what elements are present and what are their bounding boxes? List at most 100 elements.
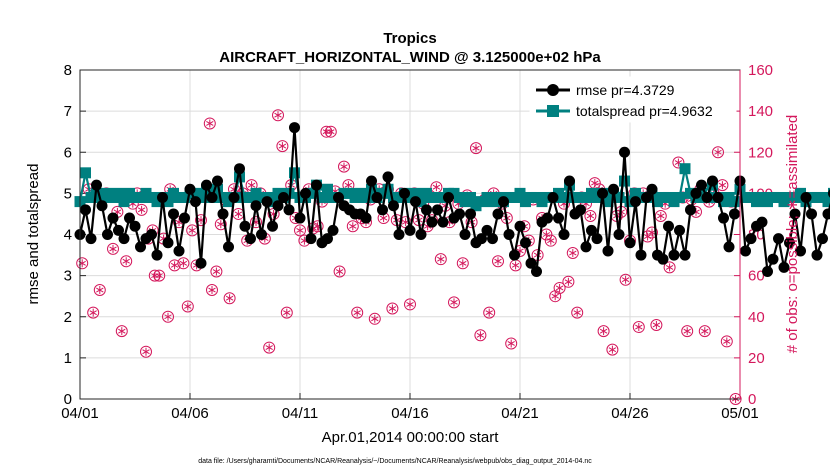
y-tick-label: 3	[64, 268, 72, 285]
rmse-point	[85, 233, 97, 245]
obs-possible-marker	[280, 306, 293, 319]
obs-possible-marker	[76, 257, 89, 270]
obs-assimilated-marker	[718, 181, 727, 190]
asterisk-stroke	[621, 277, 630, 283]
obs-assimilated-marker	[234, 209, 243, 218]
totalspread-point	[382, 183, 394, 195]
obs-assimilated-marker	[551, 292, 559, 301]
rmse-point	[597, 187, 608, 199]
rmse-point	[575, 204, 586, 216]
asterisk-stroke	[573, 310, 581, 316]
asterisk-stroke	[388, 306, 397, 311]
obs-possible-marker	[505, 337, 518, 350]
obs-assimilated-marker	[511, 261, 520, 270]
asterisk-stroke	[423, 223, 432, 229]
obs-possible-marker	[140, 345, 152, 358]
rmse-point	[421, 204, 432, 216]
rmse-point	[393, 229, 405, 240]
legend-box	[529, 76, 737, 123]
obs-assimilated-marker	[459, 259, 467, 268]
asterisk-stroke	[247, 182, 256, 188]
obs-assimilated-marker	[225, 294, 234, 303]
obs-possible-marker	[272, 109, 284, 122]
totalspread-point	[619, 175, 630, 187]
rmse-point	[278, 191, 289, 203]
obs-possible-marker	[162, 310, 174, 323]
obs-assimilated-marker	[184, 302, 192, 311]
rmse-point	[311, 179, 322, 191]
obs-possible-marker	[553, 281, 566, 294]
rmse-point	[256, 229, 267, 240]
obs-possible-marker	[448, 296, 460, 309]
rmse-point	[454, 208, 465, 220]
rmse-point	[465, 208, 476, 220]
obs-possible-marker	[346, 220, 359, 233]
obs-assimilated-marker	[179, 259, 188, 268]
asterisk-stroke	[278, 143, 287, 149]
obs-possible-marker	[276, 140, 289, 153]
rmse-point	[377, 204, 388, 216]
totalspread-point	[113, 187, 124, 199]
obs-possible-marker	[712, 146, 724, 159]
obs-assimilated-marker	[96, 286, 104, 295]
rmse-point	[201, 179, 212, 191]
asterisk-stroke	[155, 273, 163, 279]
obs-assimilated-marker	[335, 267, 344, 276]
obs-possible-marker	[206, 284, 218, 297]
obs-possible-marker	[93, 284, 106, 297]
y-tick-label: 1	[64, 350, 72, 367]
y2-tick-label: 20	[748, 350, 765, 367]
asterisk-stroke	[472, 145, 480, 151]
rmse-point	[558, 229, 570, 240]
totalspread-point	[316, 191, 328, 203]
asterisk-stroke	[511, 262, 520, 268]
rmse-point	[322, 233, 333, 245]
rmse-point	[476, 233, 487, 245]
y-tick-label: 8	[64, 62, 72, 79]
rmse-point	[96, 200, 108, 212]
rmse-point	[800, 191, 812, 203]
rmse-point	[492, 208, 504, 220]
obs-possible-marker	[566, 247, 579, 260]
rmse-point	[437, 216, 449, 228]
obs-assimilated-marker	[432, 183, 441, 192]
asterisk-stroke	[450, 299, 458, 305]
rmse-point	[784, 237, 795, 249]
rmse-point	[701, 191, 713, 203]
obs-possible-marker	[404, 298, 416, 311]
rmse-point	[817, 233, 828, 245]
data-file-footnote: data file: /Users/gharamti/Documents/NCA…	[198, 458, 592, 465]
rmse-point	[679, 249, 691, 261]
obs-possible-marker	[646, 226, 658, 239]
chart-title: Tropics	[383, 30, 436, 47]
asterisk-stroke	[170, 262, 179, 268]
obs-assimilated-marker	[547, 236, 555, 245]
obs-assimilated-marker	[109, 244, 117, 253]
asterisk-stroke	[344, 182, 353, 188]
legend: rmse pr=4.3729 totalspread pr=4.9632	[529, 76, 737, 123]
y2-tick-label: 40	[748, 309, 765, 326]
obs-assimilated-marker	[723, 337, 731, 346]
totalspread-point	[795, 187, 806, 199]
obs-possible-marker	[434, 253, 447, 266]
asterisk-stroke	[701, 328, 709, 334]
rmse-point	[195, 257, 207, 269]
obs-assimilated-marker	[657, 211, 665, 220]
asterisk-stroke	[652, 322, 661, 328]
asterisk-stroke	[206, 121, 214, 126]
obs-assimilated-marker	[170, 261, 179, 270]
totalspread-point	[410, 187, 421, 199]
legend-marker-totalspread	[547, 105, 559, 117]
asterisk-stroke	[635, 324, 643, 330]
obs-assimilated-marker	[89, 308, 97, 317]
obs-possible-marker	[294, 224, 306, 237]
rmse-point	[173, 245, 185, 257]
x-tick-label: 04/11	[282, 405, 318, 422]
totalspread-point	[366, 183, 377, 195]
rmse-point	[531, 266, 542, 278]
rmse-point	[564, 175, 575, 187]
rmse-point	[811, 249, 823, 261]
asterisk-stroke	[564, 279, 573, 285]
rmse-point	[613, 229, 625, 240]
y-tick-label: 2	[64, 309, 72, 326]
